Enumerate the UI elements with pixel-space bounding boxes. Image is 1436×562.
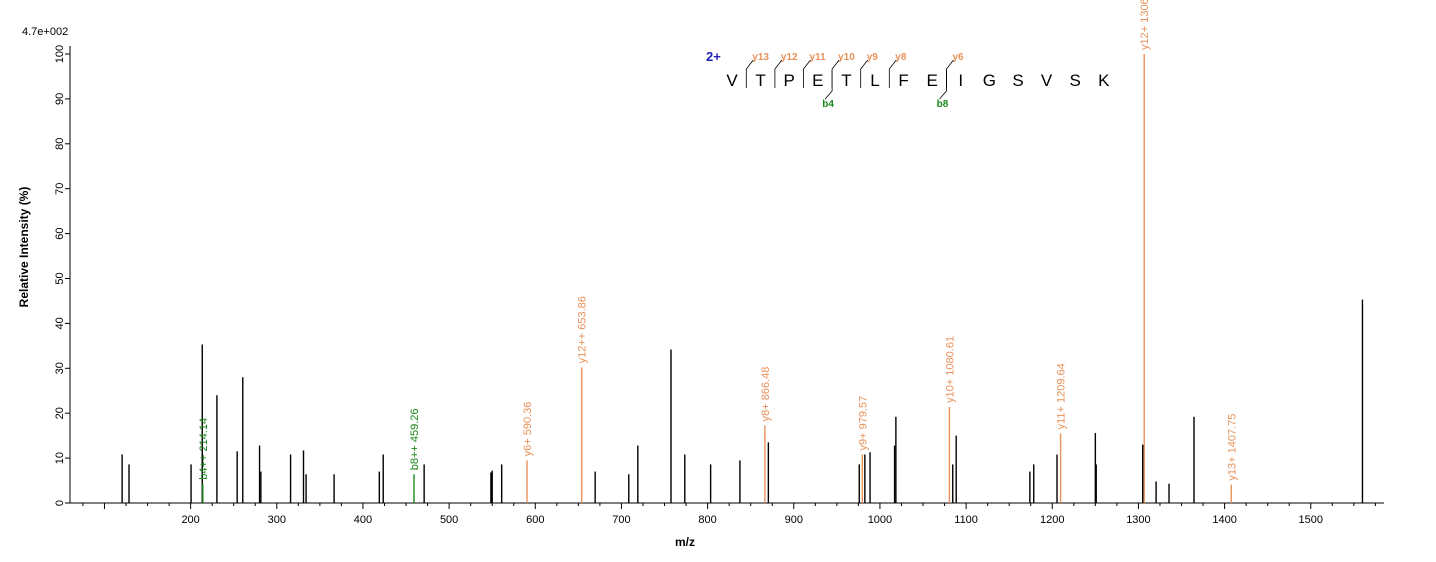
y-cleavage-mark [831,59,840,88]
residue: P [784,71,795,90]
y-cleavage-mark [946,59,954,88]
x-tick-label: 200 [181,514,199,526]
y-axis-title: Relative Intensity (%) [17,187,31,308]
residue: V [726,71,738,90]
residue: S [1012,71,1023,90]
max-intensity-label: 4.7e+002 [22,26,68,38]
y-fragment-label: y9 [867,52,879,63]
y-tick-label: 100 [54,45,66,63]
b-fragment-label: b8 [937,99,949,110]
x-tick-label: 400 [354,514,372,526]
y-cleavage-mark [745,59,754,88]
y-fragment-label: y6 [953,52,965,63]
peak-label: y13+ 1407.75 [1226,414,1238,481]
y-tick-label: 80 [54,138,66,150]
y-tick-label: 60 [54,227,66,239]
y-fragment-label: y11 [810,52,827,63]
y-tick-label: 0 [54,500,66,506]
peak-label: y8+ 866.48 [760,367,772,422]
y-cleavage-mark [803,59,811,88]
x-tick-label: 600 [526,514,544,526]
y-cleavage-mark [774,59,783,88]
y-cleavage-mark [860,59,869,88]
peak-label: y10+ 1080.61 [944,336,956,403]
x-tick-label: 300 [268,514,286,526]
y-tick-label: 70 [54,183,66,195]
residue: E [927,71,938,90]
residue: E [812,71,823,90]
x-tick-label: 800 [698,514,716,526]
y-tick-label: 10 [54,452,66,464]
y-tick-label: 50 [54,272,66,284]
y-tick-label: 30 [54,362,66,374]
residue: S [1070,71,1081,90]
y-fragment-label: y10 [838,52,855,63]
peak-label: b4++ 214.14 [198,418,210,480]
y-tick-label: 90 [54,93,66,105]
residue: K [1098,71,1110,90]
x-tick-label: 1000 [868,514,892,526]
peak-label: b8++ 459.26 [409,408,421,470]
residue: L [870,71,879,90]
residue: G [983,71,996,90]
b-cleavage-mark [824,70,833,100]
x-tick-label: 700 [612,514,630,526]
x-tick-label: 1100 [954,514,978,526]
residue: F [898,71,908,90]
peak-label: y12++ 653.86 [577,296,589,363]
b-cleavage-mark [939,70,947,100]
x-tick-label: 1400 [1212,514,1236,526]
y-tick-label: 40 [54,317,66,329]
peak-label: y6+ 590.36 [522,402,534,457]
peaks [121,299,1364,503]
peak-label: y11+ 1209.64 [1056,363,1068,429]
x-tick-label: 1300 [1126,514,1150,526]
y-fragment-label: y8 [895,52,907,63]
annotated-peaks: b4++ 214.14 b8++ 459.26 y6+ 590.36 y12++ 65… [198,0,1238,503]
residue: T [841,71,851,90]
x-tick-label: 1200 [1040,514,1064,526]
x-tick-label: 500 [440,514,458,526]
peak-label: y12+ 1306.71 [1139,0,1151,50]
residue: T [755,71,765,90]
y-fragment-label: y12 [781,52,798,63]
axes: 0 10 20 30 40 50 60 70 80 90 100 200 300 400 500 600 700… [54,45,1384,526]
y-fragment-label: y13 [752,52,769,63]
residue: I [958,71,963,90]
x-tick-label: 900 [785,514,803,526]
x-tick-label: 1500 [1299,514,1323,526]
charge-state: 2+ [706,49,721,64]
b-fragment-label: b4 [822,99,834,110]
peak-label: y9+ 979.57 [857,396,869,451]
y-tick-label: 20 [54,407,66,419]
y-cleavage-mark [888,59,897,88]
residue: V [1041,71,1053,90]
x-axis-title: m/z [675,535,695,549]
